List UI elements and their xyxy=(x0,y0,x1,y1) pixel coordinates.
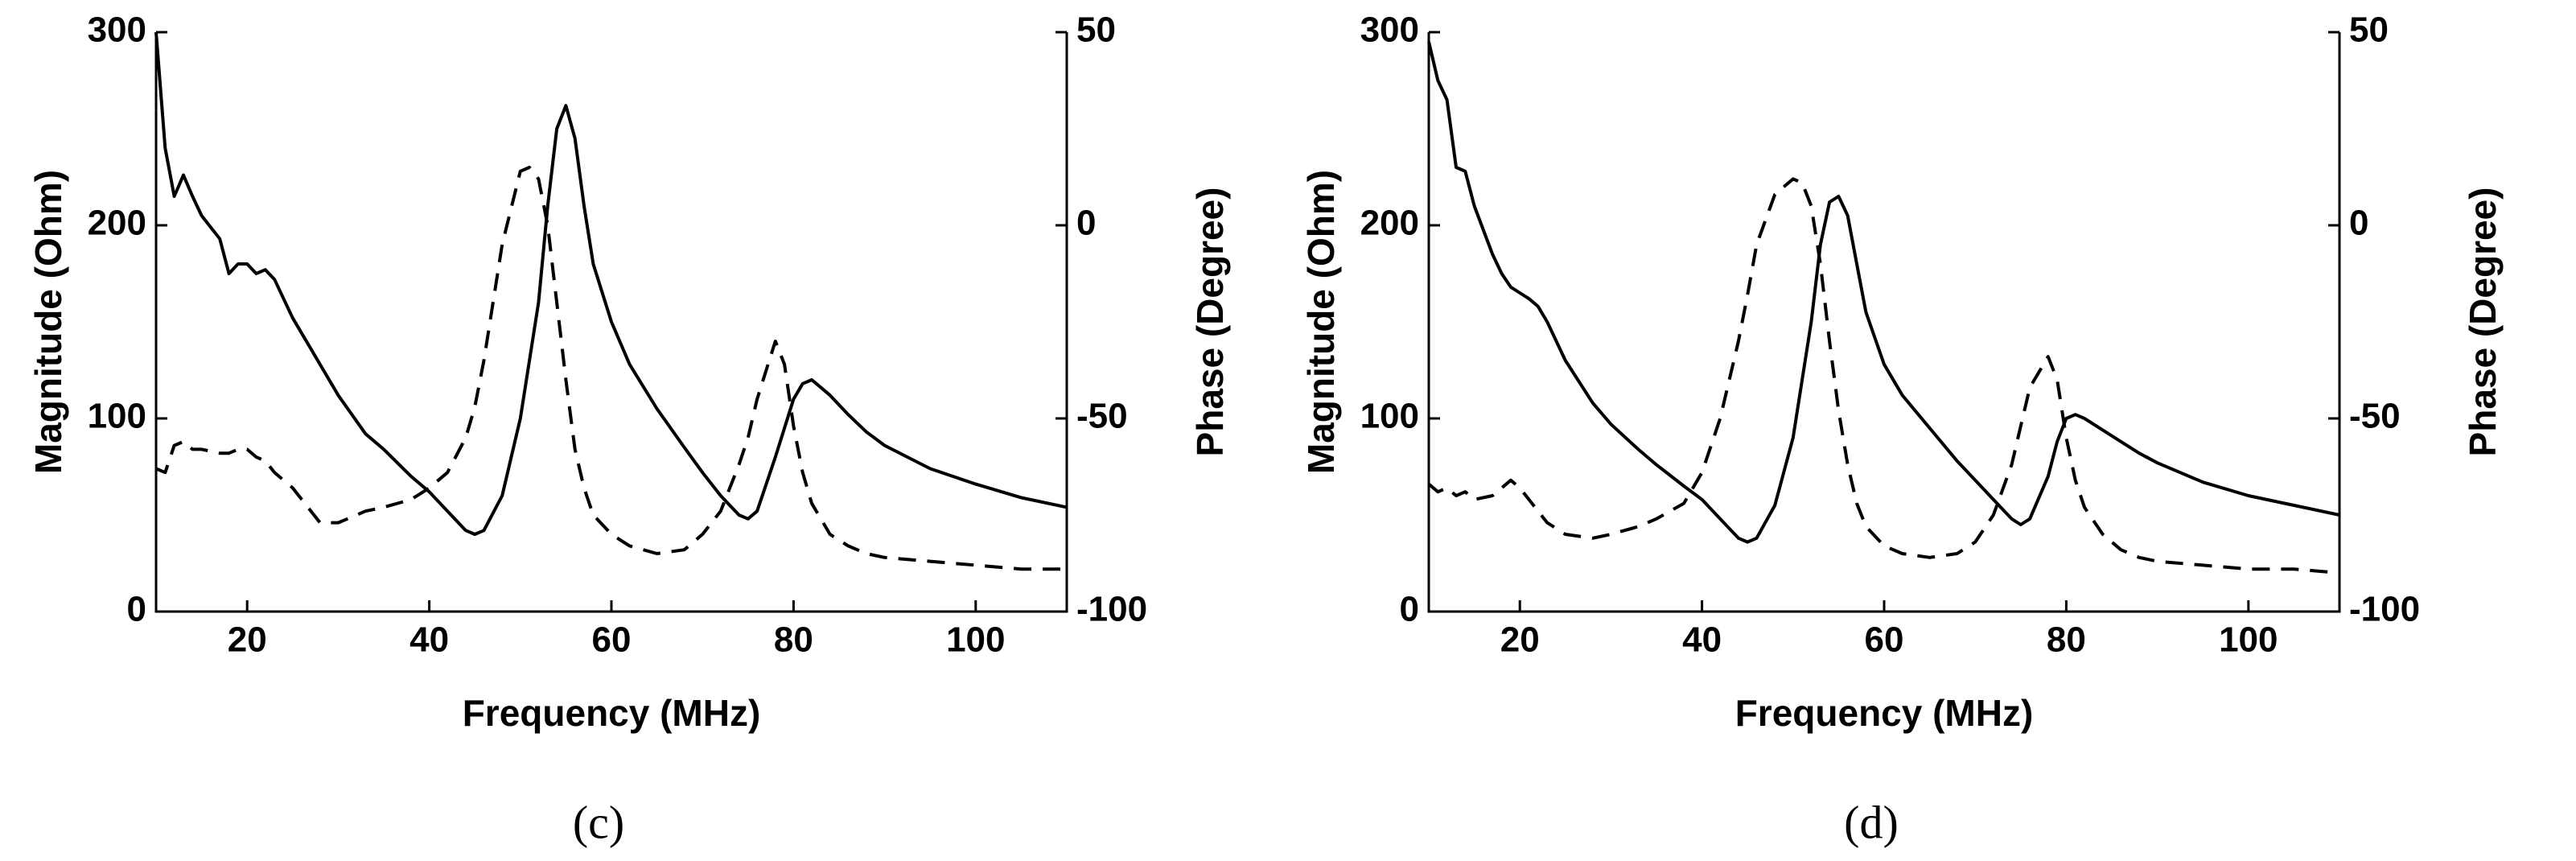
y2-tick-label: -100 xyxy=(2349,590,2420,629)
x-tick-label: 40 xyxy=(1682,620,1722,660)
series-line xyxy=(155,166,1067,571)
y2-axis-label: Phase (Degree) xyxy=(1189,187,1231,457)
y2-tick-label: -50 xyxy=(1076,397,1128,436)
y-tick-label: 300 xyxy=(1360,10,1419,50)
y-axis-label: Magnitude (Ohm) xyxy=(1300,170,1342,474)
caption: (c) xyxy=(573,796,624,848)
y-tick-label: 0 xyxy=(1400,590,1419,629)
y2-tick-label: 0 xyxy=(1076,204,1096,243)
y-tick-label: 200 xyxy=(88,204,146,243)
x-tick-label: 100 xyxy=(2219,620,2278,660)
x-axis-label: Frequency (MHz) xyxy=(463,692,761,734)
series-line xyxy=(154,31,1068,536)
series-line xyxy=(1427,177,2340,575)
y-axis-label: Magnitude (Ohm) xyxy=(27,170,69,474)
y2-tick-label: 50 xyxy=(1076,10,1116,50)
y-tick-label: 300 xyxy=(88,10,146,50)
y2-tick-label: 50 xyxy=(2349,10,2389,50)
y2-tick-label: -100 xyxy=(1076,590,1147,629)
axes xyxy=(1427,32,2341,613)
y2-axis-label: Phase (Degree) xyxy=(2462,187,2504,457)
x-tick-label: 60 xyxy=(592,620,632,660)
caption: (d) xyxy=(1844,796,1899,848)
x-tick-label: 60 xyxy=(1865,620,1904,660)
y2-tick-label: 0 xyxy=(2349,204,2368,243)
x-tick-label: 80 xyxy=(2047,620,2086,660)
x-tick-label: 40 xyxy=(409,620,449,660)
x-tick-label: 20 xyxy=(1500,620,1540,660)
y-tick-label: 0 xyxy=(127,590,146,629)
y2-tick-label: -50 xyxy=(2349,397,2401,436)
y-tick-label: 100 xyxy=(88,397,146,436)
x-tick-label: 20 xyxy=(228,620,267,660)
x-tick-label: 80 xyxy=(774,620,813,660)
x-tick-label: 100 xyxy=(946,620,1005,660)
x-axis-label: Frequency (MHz) xyxy=(1735,692,2034,734)
series-line xyxy=(1427,41,2340,544)
y-tick-label: 200 xyxy=(1360,204,1419,243)
y-tick-label: 100 xyxy=(1360,397,1419,436)
